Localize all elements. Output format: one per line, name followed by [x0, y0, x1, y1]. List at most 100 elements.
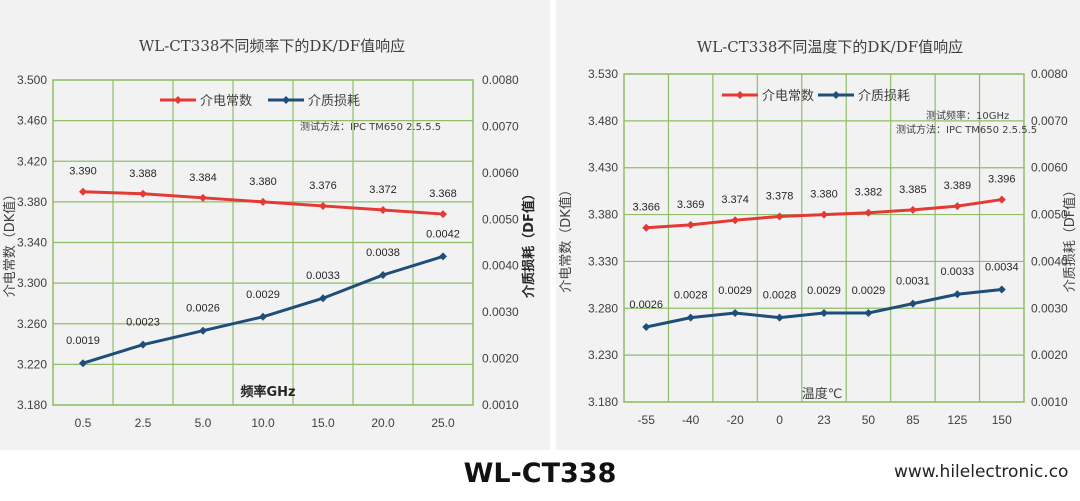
- df-point: [642, 323, 651, 332]
- df-point: [259, 312, 267, 321]
- dk-point: [379, 206, 387, 214]
- df-point: [139, 340, 147, 349]
- x-tick-label: -20: [726, 413, 744, 427]
- df-data-label: 0.0033: [306, 270, 340, 282]
- dk-point: [259, 197, 267, 206]
- x-tick-label: 2.5: [135, 416, 152, 430]
- y2-tick-label: 0.0030: [1031, 301, 1068, 315]
- legend-marker: [832, 91, 840, 99]
- x-tick-label: 20.0: [371, 416, 395, 430]
- y-tick-label: 3.300: [17, 276, 47, 290]
- legend-label: 介质损耗: [308, 94, 360, 109]
- x-tick-label: 5.0: [195, 416, 212, 430]
- y-axis-label: 介电常数（DK值）: [558, 183, 574, 293]
- df-point: [379, 271, 387, 279]
- df-point: [997, 285, 1006, 294]
- y2-tick-label: 0.0070: [1031, 114, 1068, 128]
- df-point: [686, 313, 695, 322]
- y2-tick-label: 0.0020: [1031, 348, 1068, 362]
- dk-data-label: 3.366: [632, 202, 660, 214]
- df-point: [79, 359, 87, 368]
- df-point: [820, 308, 828, 317]
- y-tick-label: 3.380: [17, 195, 47, 209]
- df-point: [864, 308, 873, 317]
- df-point: [319, 294, 327, 303]
- y2-tick-label: 0.0050: [1031, 208, 1068, 222]
- dk-point: [79, 187, 87, 196]
- x-tick-label: 85: [906, 413, 920, 427]
- df-point: [731, 308, 740, 317]
- legend-label: 介电常数: [200, 94, 252, 109]
- df-data-label: 0.0029: [246, 289, 280, 301]
- y2-tick-label: 0.0010: [1031, 395, 1068, 409]
- y-tick-label: 3.230: [588, 348, 618, 362]
- dk-data-label: 3.380: [810, 189, 838, 201]
- y-tick-label: 3.480: [588, 114, 618, 128]
- dk-data-label: 3.384: [189, 172, 217, 184]
- y2-tick-label: 0.0070: [482, 119, 519, 133]
- model-label: WL-CT338: [463, 458, 617, 489]
- chart-title: WL-CT338不同温度下的DK/DF值响应: [697, 38, 963, 56]
- y-tick-label: 3.330: [588, 254, 618, 268]
- chart-panel-frequency: 3.180 3.220 3.260 3.300 3.340 3.380 3.420 3.460…: [0, 0, 550, 450]
- dk-point: [319, 201, 327, 210]
- df-data-label: 0.0029: [807, 285, 841, 297]
- dk-point: [139, 189, 147, 198]
- dk-point: [642, 223, 651, 232]
- x-tick-label: 25.0: [431, 416, 455, 430]
- dk-data-label: 3.378: [766, 190, 794, 202]
- x-tick-label: -40: [682, 413, 700, 427]
- df-point: [953, 290, 962, 299]
- dk-point: [686, 220, 695, 229]
- test-note: 测试方法：IPC TM650 2.5.5.5: [896, 123, 1037, 136]
- df-data-label: 0.0023: [126, 317, 160, 329]
- dk-data-label: 3.390: [69, 166, 97, 178]
- y2-tick-label: 0.0060: [1031, 161, 1068, 175]
- y-tick-label: 3.430: [588, 161, 618, 175]
- y2-axis-label: 介质损耗（DF值）: [521, 187, 537, 299]
- dk-point: [908, 205, 917, 214]
- y2-tick-label: 0.0080: [1031, 67, 1068, 81]
- x-tick-label: 10.0: [251, 416, 275, 430]
- df-data-label: 0.0026: [629, 299, 663, 311]
- x-tick-label: -55: [638, 413, 656, 427]
- df-data-label: 0.0031: [896, 276, 930, 288]
- df-data-label: 0.0028: [763, 290, 797, 302]
- y2-tick-label: 0.0040: [482, 259, 519, 273]
- dk-data-label: 3.380: [249, 176, 277, 188]
- chart-panel-temperature: 3.180 3.230 3.280 3.330 3.380 3.430 3.480 3.530…: [556, 0, 1080, 450]
- df-data-label: 0.0042: [426, 228, 460, 240]
- y2-tick-label: 0.0030: [482, 305, 519, 319]
- df-point: [908, 299, 917, 308]
- y2-tick-label: 0.0050: [482, 212, 519, 226]
- df-data-label: 0.0029: [852, 285, 886, 297]
- y-tick-label: 3.220: [17, 357, 47, 371]
- df-point: [439, 252, 447, 261]
- dk-point: [997, 195, 1006, 204]
- x-tick-label: 23: [817, 413, 831, 427]
- df-data-label: 0.0026: [186, 303, 220, 315]
- dk-point: [820, 210, 828, 219]
- legend-marker: [736, 91, 744, 99]
- dk-point: [953, 202, 962, 211]
- dk-data-label: 3.382: [855, 187, 883, 199]
- chart-title: WL-CT338不同频率下的DK/DF值响应: [139, 37, 405, 55]
- df-series-line: [82, 254, 444, 365]
- y2-axis-label: 介质损耗（DF值）: [1062, 184, 1078, 293]
- y-tick-label: 3.380: [588, 208, 618, 222]
- y2-tick-label: 0.0080: [482, 73, 519, 87]
- dk-data-label: 3.372: [369, 184, 397, 196]
- x-tick-label: 0: [776, 413, 783, 427]
- y2-tick-label: 0.0040: [1031, 254, 1068, 268]
- x-tick-label: 150: [992, 413, 1012, 427]
- plot-area: [623, 73, 1025, 403]
- website-url: www.hilelectronic.co: [894, 462, 1069, 482]
- y-axis-label: 介电常数（DK值）: [2, 188, 18, 298]
- y-tick-label: 3.420: [17, 154, 47, 168]
- y-tick-label: 3.340: [17, 236, 47, 250]
- dk-point: [775, 212, 784, 221]
- y2-tick-label: 0.0010: [482, 398, 519, 412]
- temperature-chart: 3.180 3.230 3.280 3.330 3.380 3.430 3.480 3.530…: [558, 38, 1078, 427]
- x-tick-label: 0.5: [75, 416, 92, 430]
- df-point: [775, 313, 784, 322]
